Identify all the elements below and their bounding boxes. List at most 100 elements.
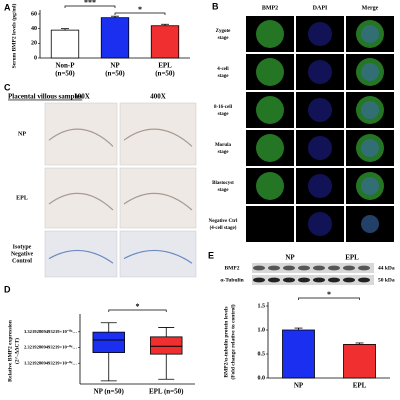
blot-band <box>313 277 325 283</box>
panel-letter: B <box>212 1 219 11</box>
embryo-bmp2 <box>256 96 284 124</box>
y-axis-label: BMP2/α-tubulin protein levels <box>223 306 229 377</box>
significance-label: * <box>136 302 140 311</box>
blot-band <box>253 265 265 271</box>
row-label: stage <box>218 188 230 193</box>
tissue <box>123 128 193 147</box>
significance-bracket <box>114 12 166 15</box>
tissue <box>48 192 114 211</box>
row-label: EPL <box>16 195 28 201</box>
embryo-dapi <box>308 22 332 46</box>
column-header: DAPI <box>313 5 328 11</box>
y-axis-label: (Fold change relative to control) <box>229 304 236 379</box>
blot-band <box>268 265 280 271</box>
column-header: BMP2 <box>262 5 278 11</box>
panel-letter: A <box>4 2 11 12</box>
blot-band <box>268 277 280 283</box>
embryo-bmp2 <box>256 58 284 86</box>
row-label: Negative <box>11 251 34 257</box>
row-label: Morula <box>215 143 232 148</box>
significance-label: * <box>327 290 331 299</box>
box <box>92 331 125 353</box>
y-tick-label: 1.0 <box>258 327 266 333</box>
micrograph <box>44 230 118 278</box>
significance-label: *** <box>84 0 96 7</box>
bar <box>150 25 180 59</box>
micrograph <box>119 167 197 229</box>
row-label: stage <box>218 112 230 117</box>
embryo-dapi <box>308 174 332 198</box>
blot-band <box>343 277 355 283</box>
panel-title: Placental villous samples <box>8 93 83 101</box>
group-label: EPL <box>345 254 359 262</box>
row-label: NP <box>18 131 26 137</box>
y-tick-label: 60 <box>31 11 37 17</box>
micrograph <box>246 206 294 242</box>
group-label: NP <box>285 254 295 262</box>
row-label: 4-cell <box>217 67 229 72</box>
bar <box>343 343 376 379</box>
micrograph <box>119 230 197 278</box>
x-tick-label: NP <box>110 62 120 70</box>
blot-band <box>328 265 340 271</box>
tissue <box>48 128 114 147</box>
bar <box>282 329 315 379</box>
row-label: Zygote <box>216 29 232 34</box>
x-tick-label: NP (n=50) <box>94 388 125 396</box>
embryo-bmp2 <box>256 134 284 162</box>
embryo-merge-dapi <box>361 177 379 195</box>
blot-band <box>253 277 265 283</box>
band-size: 50 kDa <box>378 277 395 283</box>
significance-bracket <box>108 309 167 312</box>
bar <box>50 29 80 59</box>
significance-bracket <box>298 297 360 300</box>
row-label: (4-cell stage) <box>210 226 237 231</box>
embryo-dapi <box>308 212 332 236</box>
embryo-merge-dapi <box>361 25 379 43</box>
y-tick-label: 20 <box>31 41 37 47</box>
significance-label: * <box>138 5 142 14</box>
y-tick-label: 0.0 <box>258 375 266 381</box>
micrograph <box>44 167 118 229</box>
micrograph <box>44 102 118 166</box>
blot-band <box>283 277 295 283</box>
x-tick-label: NP <box>294 382 304 390</box>
row-label: Blastocyst <box>212 181 234 186</box>
row-label: Isotype <box>13 244 32 250</box>
row-label: Negative Ctrl <box>209 219 238 224</box>
row-label: stage <box>218 150 230 155</box>
blot-band <box>358 277 370 283</box>
blot-band <box>298 277 310 283</box>
embryo-dapi <box>308 136 332 160</box>
column-header: 100X <box>74 93 90 101</box>
x-tick-label: EPL <box>158 62 172 70</box>
y-tick-label: 40 <box>31 26 37 32</box>
box <box>150 336 183 355</box>
band-label: BMP2 <box>225 265 240 271</box>
y-tick-label: 0.5 <box>258 351 266 357</box>
column-header: 400X <box>150 93 166 101</box>
x-tick-label: (n=50) <box>105 70 125 78</box>
x-tick-label: EPL <box>353 382 367 390</box>
embryo-dapi <box>308 60 332 84</box>
panel-letter: E <box>208 250 214 260</box>
y-axis-label: Relative BMP2 expression <box>7 320 13 382</box>
y-tick-label: 1.32192809493219×10⁻⁰⁶… <box>24 360 77 365</box>
y-axis-label: Serum BMP2 levels (pg/ml) <box>10 4 17 69</box>
significance-bracket <box>64 5 116 8</box>
blot-band <box>298 265 310 271</box>
blot-band <box>358 265 370 271</box>
bar <box>100 17 130 59</box>
x-tick-label: (n=50) <box>55 70 75 78</box>
row-label: 8-16-cell <box>214 105 233 110</box>
row-label: stage <box>218 74 230 79</box>
blot-band <box>328 277 340 283</box>
row-label: Control <box>12 258 32 264</box>
blot-band <box>313 265 325 271</box>
embryo-merge-dapi <box>361 101 379 119</box>
tissue <box>123 249 193 264</box>
column-header: Merge <box>362 5 379 11</box>
y-tick-label: 2.32192809493219×10⁻⁰⁶… <box>24 345 77 350</box>
y-axis-label: (2^-ΔΔCT) <box>13 338 20 364</box>
